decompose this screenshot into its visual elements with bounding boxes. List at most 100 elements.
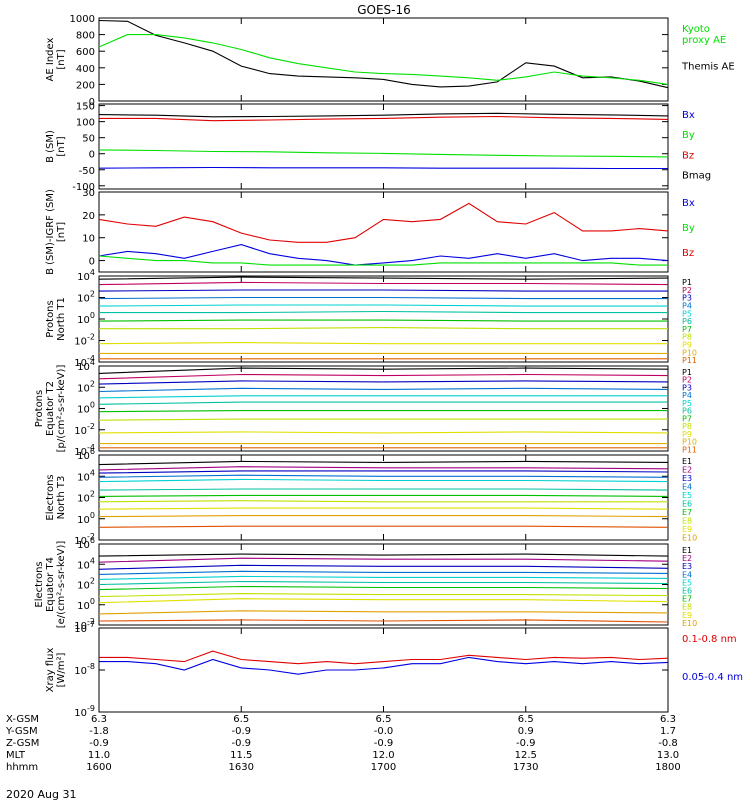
y-tick-label: 10-8 bbox=[74, 662, 95, 677]
legend-channel-label: E8 bbox=[682, 603, 692, 612]
legend-label-line: By bbox=[682, 130, 695, 141]
tick-exponent: 6 bbox=[90, 447, 95, 456]
series-line-0-1-0-8-nm bbox=[99, 650, 669, 665]
ephemeris-value: 6.5 bbox=[376, 714, 392, 725]
legend-channel-label: P1 bbox=[682, 368, 692, 377]
channel-line-3 bbox=[98, 289, 668, 292]
legend-channel-label: E3 bbox=[682, 562, 692, 571]
channel-line-6 bbox=[98, 401, 668, 405]
tick-exponent: -4 bbox=[87, 354, 95, 363]
y-axis-label-line: Electrons bbox=[45, 474, 56, 520]
y-tick-label: 102 bbox=[77, 490, 95, 505]
ephemeris-value: 12.5 bbox=[515, 750, 537, 761]
legend-channel-label: E7 bbox=[682, 508, 692, 517]
y-tick-label: 50 bbox=[82, 134, 95, 145]
ephemeris-value: -0.9 bbox=[516, 738, 536, 749]
legend-channel-label: P7 bbox=[682, 414, 692, 423]
channel-line-2 bbox=[98, 281, 669, 286]
y-tick-label: 200 bbox=[76, 80, 95, 91]
series-line-by bbox=[98, 149, 669, 158]
legend-label-line: By bbox=[682, 223, 695, 234]
legend-channel-label: E8 bbox=[682, 517, 692, 526]
tick-exponent: -9 bbox=[87, 704, 95, 713]
tick-exponent: 2 bbox=[90, 490, 95, 499]
legend-channel-label: E4 bbox=[682, 570, 692, 579]
y-axis-label-line: Equator T4 bbox=[45, 557, 56, 612]
y-tick-label: 102 bbox=[77, 379, 95, 394]
legend-channel-label: P11 bbox=[682, 356, 697, 365]
y-axis-label-line: [nT] bbox=[56, 222, 67, 242]
y-tick-label: 10-2 bbox=[74, 422, 95, 437]
legend-label: 0.1-0.8 nm bbox=[682, 634, 737, 645]
ephemeris-value: -0.9 bbox=[231, 726, 251, 737]
ephemeris-value: -0.0 bbox=[374, 726, 394, 737]
legend-label-line: Themis AE bbox=[681, 62, 735, 73]
y-axis-label-line: Protons bbox=[34, 390, 45, 427]
channel-line-5 bbox=[98, 478, 669, 483]
y-axis-label-line: [W/m²] bbox=[56, 652, 67, 687]
series-line-bx bbox=[98, 166, 668, 170]
legend-label: By bbox=[682, 223, 695, 234]
channel-line-3 bbox=[98, 564, 669, 570]
legend-label: Bz bbox=[682, 248, 694, 259]
series-line-bz bbox=[98, 202, 669, 243]
y-tick-label: 150 bbox=[76, 102, 95, 113]
series-line-themis-ae bbox=[98, 19, 669, 89]
ephemeris-value: -0.9 bbox=[231, 738, 251, 749]
channel-line-1 bbox=[98, 276, 669, 280]
legend-label-line: Bz bbox=[682, 248, 694, 259]
legend-label-line: 0.1-0.8 nm bbox=[682, 634, 737, 645]
y-tick-label: 100 bbox=[77, 311, 95, 326]
legend-channel-label: E2 bbox=[682, 554, 692, 563]
y-axis-label-line: [nT] bbox=[56, 49, 67, 69]
y-tick-label: 600 bbox=[76, 47, 95, 58]
y-axis-label-line: [nT] bbox=[56, 136, 67, 156]
y-tick-label: 102 bbox=[77, 290, 95, 305]
legend-channel-label: E9 bbox=[682, 525, 692, 534]
legend-channel-label: P5 bbox=[682, 309, 692, 318]
tick-exponent: 4 bbox=[90, 468, 95, 477]
y-axis-label: ElectronsEquator T4[e/(cm²-s-sr-keV)] bbox=[34, 541, 67, 629]
channel-line-6 bbox=[98, 488, 669, 491]
legend-label: Kyoto proxy AE bbox=[682, 24, 726, 46]
channel-line-1 bbox=[98, 553, 669, 557]
legend-label-line: 0.05-0.4 nm bbox=[682, 672, 743, 683]
channel-line-4 bbox=[98, 474, 669, 478]
channel-line-8 bbox=[99, 327, 668, 330]
tick-exponent: 6 bbox=[90, 536, 95, 545]
ephemeris-row-label: MLT bbox=[6, 750, 26, 761]
channel-line-7 bbox=[98, 319, 668, 322]
tick-exponent: 4 bbox=[90, 268, 95, 277]
legend-label: Themis AE bbox=[681, 62, 735, 73]
y-tick-label: 1000 bbox=[70, 14, 95, 25]
panel-b: -100 -50 0 50 100 150 B (SM)[nT] Bx By Bz Bmag bbox=[45, 102, 711, 193]
channel-line-8 bbox=[98, 500, 668, 503]
ephemeris-value: -0.9 bbox=[89, 738, 109, 749]
channel-line-8 bbox=[98, 418, 668, 421]
legend-channel-label: E10 bbox=[682, 534, 697, 543]
channel-line-5 bbox=[98, 304, 668, 307]
legend-channel-label: E10 bbox=[682, 619, 697, 628]
channel-line-5 bbox=[98, 395, 668, 399]
legend-channel-label: P2 bbox=[682, 376, 692, 385]
legend-channel-label: E1 bbox=[682, 546, 692, 555]
legend-label-line: Kyoto bbox=[682, 24, 710, 35]
tick-exponent: 4 bbox=[90, 556, 95, 565]
y-tick-label: 100 bbox=[77, 597, 95, 612]
legend-channel-label: P4 bbox=[682, 301, 692, 310]
ephemeris-row-label: X-GSM bbox=[6, 714, 39, 725]
ephemeris-value: 1.7 bbox=[660, 726, 676, 737]
panel-ae: 0 200 400 600 800 1000 AE Index[nT] Kyoto proxy … bbox=[45, 14, 735, 108]
legend-channel-label: E2 bbox=[682, 466, 692, 475]
channel-line-2 bbox=[98, 466, 669, 471]
legend-channel-label: P9 bbox=[682, 341, 692, 350]
legend-channel-label: E5 bbox=[682, 578, 692, 587]
legend-channel-label: E4 bbox=[682, 483, 692, 492]
series-line-bz bbox=[99, 115, 669, 122]
ephemeris-value: 6.3 bbox=[91, 714, 107, 725]
series-line-bmag bbox=[98, 112, 669, 118]
